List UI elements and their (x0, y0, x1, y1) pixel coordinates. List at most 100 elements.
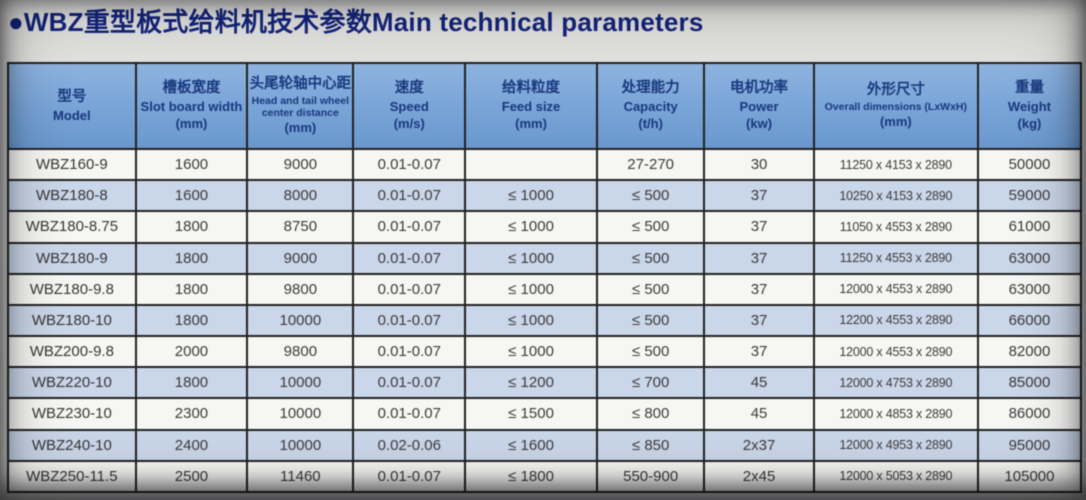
cell-overall-dimensions: 12000 x 4953 x 2890 (812, 428, 979, 462)
cell-slot-board-width: 2300 (134, 397, 249, 431)
cell-center-distance: 9000 (246, 241, 355, 275)
cell-model: WBZ230-10 (7, 397, 137, 431)
page-title: ●WBZ重型板式给料机技术参数Main technical parameters (8, 7, 704, 37)
cell-speed: 0.01-0.07 (352, 366, 467, 400)
table-row: WBZ230-10 2300 10000 0.01-0.07 ≤ 1500 ≤ 800 45… (7, 397, 1083, 431)
cell-power: 45 (703, 366, 815, 400)
cell-weight: 59000 (976, 179, 1083, 213)
cell-center-distance: 10000 (246, 428, 355, 462)
cell-capacity: ≤ 500 (596, 210, 706, 244)
col-header-unit: (mm) (515, 115, 547, 131)
cell-capacity: ≤ 500 (596, 303, 706, 338)
cell-feed-size: ≤ 1000 (464, 241, 599, 275)
cell-power: 37 (703, 272, 815, 306)
cell-feed-size (464, 147, 599, 182)
cell-speed: 0.01-0.07 (352, 335, 467, 369)
cell-overall-dimensions: 12000 x 4553 x 2890 (812, 272, 979, 306)
col-header-unit: (kg) (1017, 115, 1042, 131)
col-header-unit: (mm) (284, 119, 317, 135)
cell-model: WBZ160-9 (7, 147, 137, 182)
col-header-slot-board-width: 槽板宽度 Slot board width (mm) (134, 62, 249, 150)
cell-speed: 0.01-0.07 (352, 303, 467, 338)
cell-feed-size: ≤ 1500 (464, 397, 599, 431)
cell-weight: 66000 (976, 303, 1083, 338)
col-header-unit: (t/h) (638, 115, 663, 131)
cell-center-distance: 9000 (246, 147, 355, 182)
cell-weight: 63000 (976, 272, 1083, 306)
cell-overall-dimensions: 12000 x 4553 x 2890 (812, 335, 979, 369)
col-header-en: Overall dimensions (LxWxH) (824, 100, 968, 113)
cell-capacity: ≤ 500 (596, 179, 706, 213)
table-row: WBZ180-9.8 1800 9800 0.01-0.07 ≤ 1000 ≤ 500 37… (7, 272, 1083, 306)
cell-slot-board-width: 1600 (134, 179, 249, 213)
cell-weight: 85000 (976, 366, 1083, 400)
col-header-capacity: 处理能力 Capacity (t/h) (596, 62, 706, 150)
cell-center-distance: 10000 (246, 303, 355, 338)
col-header-en: Head and tail wheel center distance (251, 94, 350, 119)
cell-model: WBZ250-11.5 (7, 459, 137, 494)
cell-slot-board-width: 1600 (134, 147, 249, 182)
cell-center-distance: 8750 (246, 210, 355, 244)
col-header-en: Weight (1007, 98, 1051, 114)
cell-overall-dimensions: 12000 x 5053 x 2890 (812, 459, 979, 494)
cell-overall-dimensions: 12200 x 4553 x 2890 (812, 303, 979, 338)
cell-slot-board-width: 1800 (134, 241, 249, 275)
cell-center-distance: 9800 (246, 272, 355, 306)
col-header-unit: (mm) (879, 113, 912, 129)
cell-power: 45 (703, 397, 815, 431)
cell-speed: 0.01-0.07 (352, 210, 467, 244)
cell-power: 2x37 (703, 428, 815, 462)
col-header-model: 型号 Model (7, 62, 137, 150)
cell-speed: 0.01-0.07 (352, 147, 467, 182)
col-header-zh: 型号 (57, 89, 87, 106)
cell-power: 37 (703, 335, 815, 369)
cell-speed: 0.01-0.07 (352, 241, 467, 275)
table-row: WBZ240-10 2400 10000 0.02-0.06 ≤ 1600 ≤ 850 2x… (7, 428, 1083, 462)
cell-speed: 0.01-0.07 (352, 397, 467, 431)
cell-weight: 82000 (976, 335, 1083, 369)
col-header-power: 电机功率 Power (kw) (703, 62, 815, 150)
col-header-speed: 速度 Speed (m/s) (352, 62, 467, 150)
cell-model: WBZ180-9.8 (7, 272, 137, 306)
col-header-en: Feed size (501, 98, 561, 114)
cell-power: 37 (703, 210, 815, 244)
cell-capacity: ≤ 500 (596, 272, 706, 306)
cell-slot-board-width: 1800 (134, 366, 249, 400)
technical-parameters-table: 型号 Model 槽板宽度 Slot board width (mm) 头尾轮轴中心距 He… (7, 62, 1083, 494)
col-header-center-distance: 头尾轮轴中心距 Head and tail wheel center distan… (246, 62, 355, 150)
cell-overall-dimensions: 11250 x 4153 x 2890 (812, 147, 979, 182)
cell-feed-size: ≤ 1000 (464, 210, 599, 244)
cell-slot-board-width: 2400 (134, 428, 249, 462)
cell-weight: 61000 (976, 210, 1083, 244)
cell-overall-dimensions: 12000 x 4753 x 2890 (812, 366, 979, 400)
table-body: WBZ160-9 1600 9000 0.01-0.07 27-270 30 11250 x… (7, 147, 1083, 494)
col-header-en: Slot board width (140, 98, 243, 114)
cell-slot-board-width: 1800 (134, 210, 249, 244)
cell-model: WBZ200-9.8 (7, 335, 137, 369)
col-header-zh: 电机功率 (730, 80, 789, 96)
cell-feed-size: ≤ 1800 (464, 459, 599, 494)
cell-weight: 63000 (976, 241, 1083, 275)
table-row: WBZ200-9.8 2000 9800 0.01-0.07 ≤ 1000 ≤ 500 37… (7, 335, 1083, 369)
cell-overall-dimensions: 11050 x 4553 x 2890 (812, 210, 979, 244)
cell-capacity: ≤ 800 (596, 397, 706, 431)
cell-power: 30 (703, 147, 815, 182)
col-header-en: Model (53, 107, 91, 123)
col-header-zh: 外形尺寸 (866, 82, 925, 99)
cell-center-distance: 10000 (246, 366, 355, 400)
cell-capacity: ≤ 700 (596, 366, 706, 400)
col-header-unit: (m/s) (393, 115, 425, 131)
cell-slot-board-width: 2000 (134, 335, 249, 369)
cell-weight: 86000 (976, 397, 1083, 431)
cell-center-distance: 8000 (246, 179, 355, 213)
cell-capacity: 27-270 (596, 147, 706, 182)
table-row: WBZ180-10 1800 10000 0.01-0.07 ≤ 1000 ≤ 500 37… (7, 303, 1083, 338)
col-header-feed-size: 给料粒度 Feed size (mm) (464, 62, 599, 150)
cell-center-distance: 11460 (246, 459, 355, 494)
cell-power: 2x45 (703, 459, 815, 494)
cell-weight: 105000 (976, 459, 1083, 494)
cell-capacity: ≤ 500 (596, 241, 706, 275)
cell-feed-size: ≤ 1000 (464, 303, 599, 338)
col-header-zh: 处理能力 (621, 80, 680, 96)
